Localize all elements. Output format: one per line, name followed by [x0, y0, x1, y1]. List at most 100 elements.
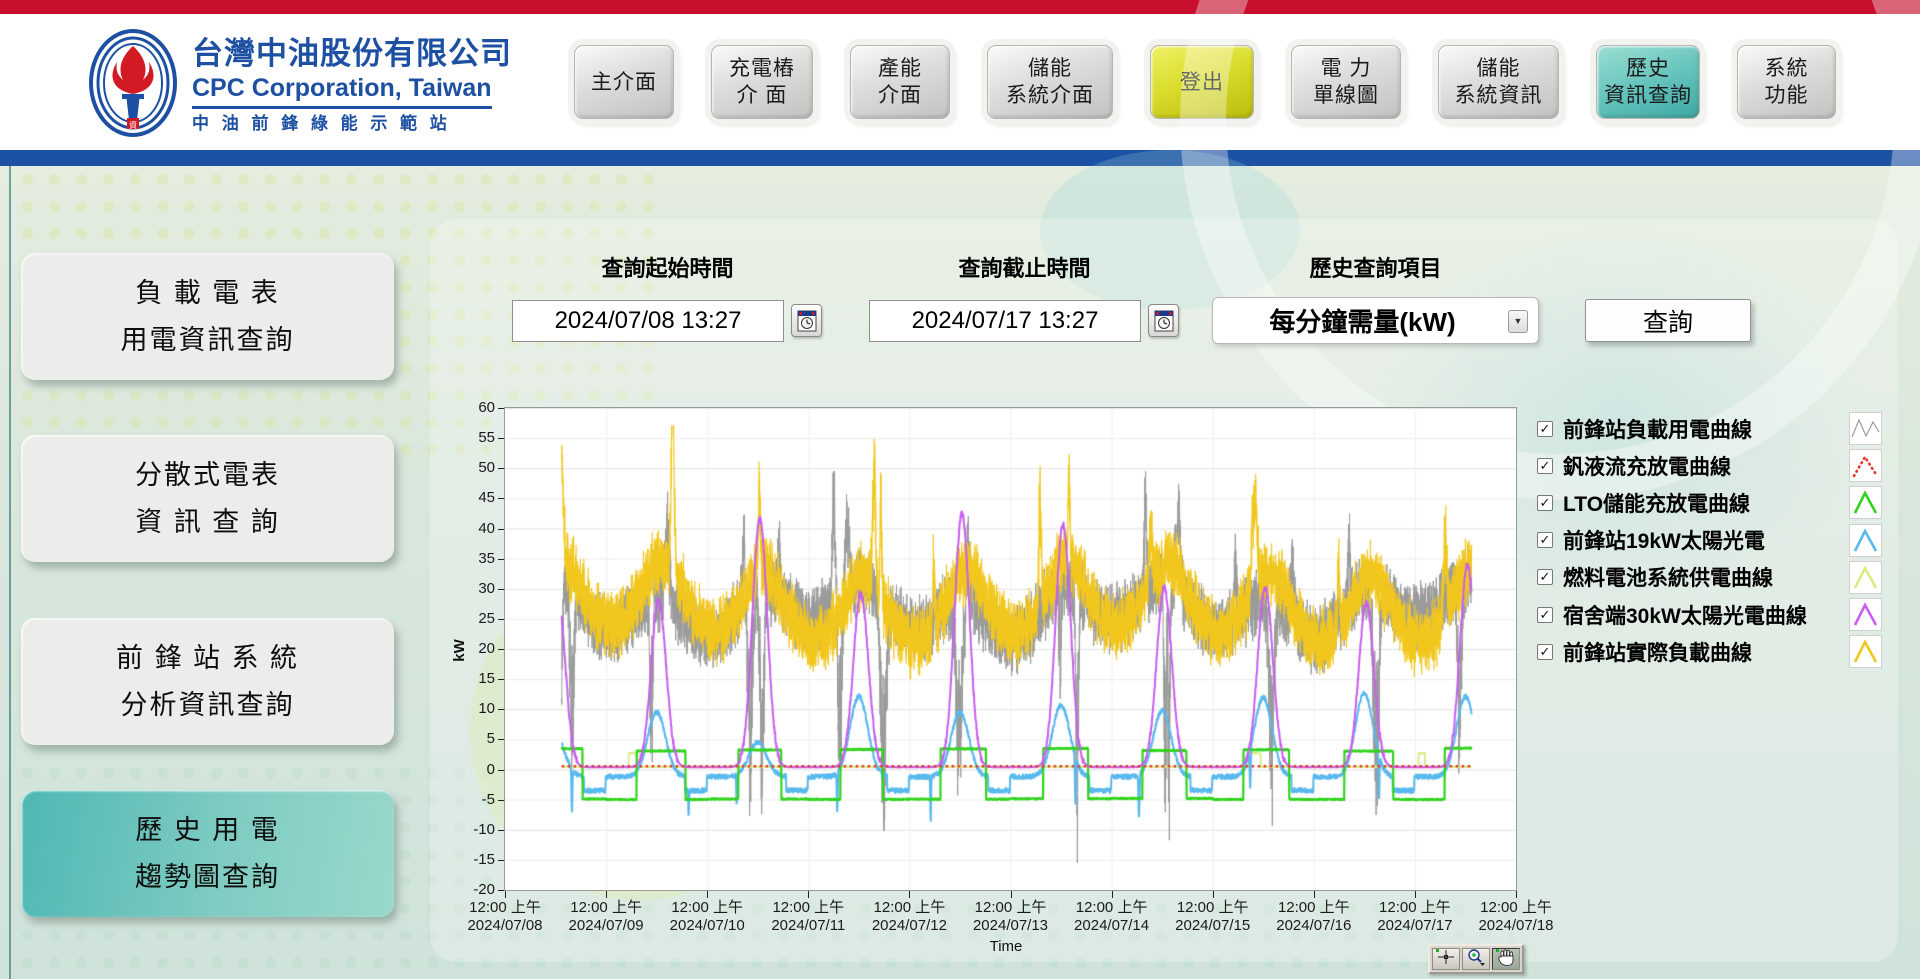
pan-icon: [1495, 948, 1517, 971]
y-tick-label: 20: [478, 640, 495, 657]
y-tick-mark: [498, 739, 504, 741]
sidebar-item-station-analys[interactable]: 前 鋒 站 系 統分析資訊查詢: [21, 618, 394, 745]
nav-button-main[interactable]: 主介面: [574, 45, 674, 119]
x-tick-mark: [707, 891, 709, 898]
legend-checkbox[interactable]: ✓: [1537, 569, 1553, 586]
x-tick-mark: [909, 891, 911, 898]
y-tick-label: 0: [486, 760, 495, 778]
y-tick-label: -5: [481, 790, 495, 808]
x-tick-mark: [1010, 891, 1012, 898]
sidebar-item-history-trend[interactable]: 歷 史 用 電趨勢圖查詢: [21, 790, 394, 917]
legend-line-swatch[interactable]: [1849, 635, 1882, 669]
y-tick-label: 50: [478, 459, 495, 477]
x-tick-label: 12:00 上午 2024/07/16: [1276, 899, 1352, 934]
y-tick-label: 35: [478, 549, 495, 567]
y-tick-label: 60: [478, 399, 495, 416]
y-tick-label: -20: [473, 881, 495, 898]
legend-checkbox[interactable]: ✓: [1537, 532, 1553, 549]
nav-button-logout[interactable]: 登出: [1150, 45, 1254, 119]
start-datetime-picker-button[interactable]: [791, 304, 822, 337]
x-tick-label: 12:00 上午 2024/07/18: [1478, 899, 1554, 934]
chart-tool-zoom-button[interactable]: [1462, 948, 1490, 970]
nav-button-history-query[interactable]: 歷史 資訊查詢: [1596, 45, 1700, 119]
y-tick-mark: [498, 679, 504, 681]
x-tick-mark: [1111, 891, 1113, 898]
legend-label: LTO儲能充放電曲線: [1563, 492, 1751, 516]
history-trend-chart[interactable]: [505, 408, 1516, 890]
y-tick-mark: [498, 769, 504, 771]
query-end-label: 查詢截止時間: [958, 256, 1091, 281]
legend-row: ✓ LTO儲能充放電曲線: [1537, 484, 1882, 521]
legend-row: ✓ 前鋒站負載用電曲線: [1537, 410, 1882, 447]
y-tick-mark: [498, 438, 504, 440]
y-tick-label: -15: [473, 850, 495, 868]
y-tick-label: 30: [478, 579, 495, 597]
legend-line-swatch[interactable]: [1849, 523, 1882, 557]
legend-checkbox[interactable]: ✓: [1537, 643, 1553, 660]
chart-tool-pan-button[interactable]: [1492, 948, 1520, 970]
dropdown-selected-value: 每分鐘需量(kW): [1269, 307, 1456, 337]
nav-button-storage-info[interactable]: 儲能 系統資訊: [1438, 45, 1559, 119]
dropdown-arrow-icon[interactable]: ▼: [1508, 310, 1528, 333]
y-tick-mark: [498, 829, 504, 831]
y-tick-mark: [498, 859, 504, 861]
x-tick-mark: [1313, 891, 1315, 898]
nav-button-system-function[interactable]: 系統 功能: [1737, 45, 1836, 119]
left-accent-line: [9, 166, 11, 979]
x-tick-mark: [1212, 891, 1214, 898]
cpc-logo-icon: 資: [89, 29, 177, 137]
x-tick-label: 12:00 上午 2024/07/12: [871, 899, 947, 934]
y-tick-mark: [498, 498, 504, 500]
legend-line-swatch[interactable]: [1849, 560, 1882, 594]
end-datetime-input[interactable]: [869, 300, 1141, 342]
nav-button-charging-pile[interactable]: 充電樁介 面: [711, 45, 813, 119]
legend-row: ✓ 釩液流充放電曲線: [1537, 447, 1882, 484]
zoom-icon: [1465, 948, 1487, 971]
legend-checkbox[interactable]: ✓: [1537, 494, 1553, 511]
chart-tool-cursor-move-button[interactable]: [1432, 948, 1460, 970]
brand-title-en: CPC Corporation, Taiwan: [192, 72, 492, 109]
legend-checkbox[interactable]: ✓: [1537, 457, 1553, 474]
nav-button-storage-system[interactable]: 儲能 系統介面: [987, 45, 1113, 119]
x-tick-label: 12:00 上午 2024/07/09: [568, 899, 644, 934]
legend-checkbox[interactable]: ✓: [1537, 420, 1553, 437]
y-tick-label: 15: [478, 670, 495, 688]
brand-subtitle: 中 油 前 鋒 綠 能 示 範 站: [192, 114, 451, 133]
legend-line-swatch[interactable]: [1849, 449, 1882, 483]
x-tick-mark: [1516, 891, 1517, 898]
x-tick-mark: [505, 891, 506, 898]
x-tick-label: 12:00 上午 2024/07/11: [771, 899, 846, 934]
y-tick-mark: [498, 799, 504, 801]
legend-row: ✓ 燃料電池系統供電曲線: [1537, 559, 1882, 596]
y-tick-label: 45: [478, 489, 495, 507]
legend-label: 前鋒站負載用電曲線: [1563, 418, 1752, 442]
x-tick-label: 12:00 上午 2024/07/14: [1074, 899, 1150, 934]
legend-label: 前鋒站19kW太陽光電: [1563, 530, 1765, 554]
x-tick-label: 12:00 上午 2024/07/08: [467, 899, 543, 934]
y-tick-mark: [498, 408, 504, 409]
x-tick-label: 12:00 上午 2024/07/13: [972, 899, 1049, 934]
legend-line-swatch[interactable]: [1849, 486, 1882, 520]
start-datetime-input[interactable]: [512, 300, 784, 342]
x-tick-label: 12:00 上午 2024/07/17: [1377, 899, 1453, 934]
nav-button-single-line[interactable]: 電 力單線圖: [1291, 45, 1401, 119]
sidebar-item-distributed[interactable]: 分散式電表資 訊 查 詢: [21, 435, 394, 562]
header-blue-stripe: [0, 150, 1920, 166]
query-item-label: 歷史查詢項目: [1309, 256, 1442, 281]
history-item-dropdown[interactable]: 每分鐘需量(kW) ▼: [1212, 297, 1539, 344]
search-button[interactable]: 查詢: [1585, 299, 1751, 342]
y-tick-label: 5: [486, 730, 495, 748]
y-tick-label: 55: [478, 429, 495, 447]
y-tick-mark: [498, 588, 504, 590]
sidebar-item-load-meter[interactable]: 負 載 電 表用電資訊查詢: [21, 253, 394, 380]
legend-row: ✓ 宿舍端30kW太陽光電曲線: [1537, 596, 1882, 633]
legend-line-swatch[interactable]: [1849, 412, 1882, 446]
chart-legend: ✓ 前鋒站負載用電曲線 ✓ 釩液流充放電曲線 ✓ LTO儲能充放電曲線 ✓ 前鋒站19kW太陽…: [1537, 410, 1882, 670]
legend-label: 釩液流充放電曲線: [1563, 455, 1731, 479]
graph-tool-palette: [1428, 944, 1524, 974]
end-datetime-picker-button[interactable]: [1148, 304, 1179, 337]
legend-checkbox[interactable]: ✓: [1537, 606, 1553, 623]
nav-button-generation[interactable]: 產能 介面: [850, 45, 950, 119]
legend-row: ✓ 前鋒站19kW太陽光電: [1537, 522, 1882, 559]
legend-line-swatch[interactable]: [1849, 598, 1882, 632]
